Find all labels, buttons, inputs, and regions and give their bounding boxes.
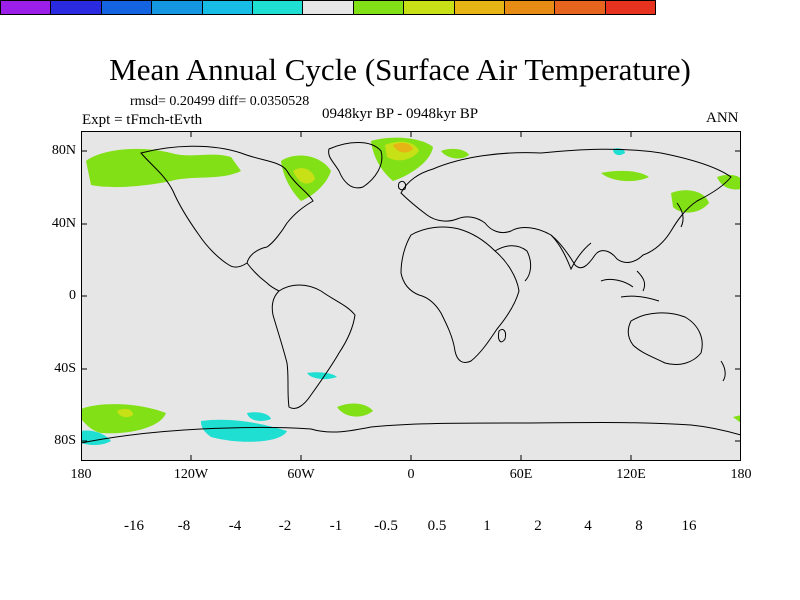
colorbar-swatch <box>303 1 354 14</box>
season-label: ANN <box>706 110 739 126</box>
colorbar-label: 8 <box>635 518 643 534</box>
colorbar-swatch <box>353 1 405 14</box>
lon-label: 180 <box>70 467 92 482</box>
coastline-new-zealand <box>720 360 726 382</box>
chart-title: Mean Annual Cycle (Surface Air Temperatu… <box>109 52 691 87</box>
lon-label: 180 <box>730 467 752 482</box>
experiment-label: Expt = tFmch-tEvth <box>82 112 203 128</box>
colorbar-swatch <box>152 1 203 14</box>
anomaly-patch <box>117 408 133 418</box>
lon-label: 120E <box>616 467 646 482</box>
lat-label: 0 <box>69 288 76 303</box>
colorbar-swatch <box>404 1 455 14</box>
coastlines <box>81 142 741 444</box>
coastline-south-america <box>271 284 356 409</box>
lat-label: 40S <box>54 361 76 376</box>
lat-label: 80S <box>54 433 76 448</box>
world-map <box>81 131 741 461</box>
anomaly-patch <box>307 372 337 380</box>
anomaly-patch <box>733 415 741 423</box>
colorbar-swatch <box>605 1 656 14</box>
stats-text: rmsd= 0.20499 diff= 0.0350528 <box>130 94 310 109</box>
lon-label: 60E <box>509 467 533 482</box>
coastline-north-america <box>140 145 314 268</box>
colorbar-swatch <box>252 1 304 14</box>
colorbar-label: -4 <box>228 518 242 534</box>
coastline-madagascar <box>498 328 506 343</box>
colorbar-label: 0.5 <box>427 518 447 534</box>
lon-label: 0 <box>407 467 415 482</box>
colorbar-label: 2 <box>534 518 542 534</box>
colorbar-label: -2 <box>278 518 292 534</box>
anomaly-patch <box>293 168 315 184</box>
anomaly-patch <box>717 174 741 190</box>
colorbar-swatch <box>555 1 606 14</box>
anomaly-patch <box>201 419 287 442</box>
coastline-africa <box>400 226 520 364</box>
coastline-australia <box>627 312 703 366</box>
coastline-south-asia <box>494 234 592 282</box>
anomaly-patch <box>393 142 413 153</box>
lat-label: 40N <box>51 216 76 231</box>
coastline-central-america <box>246 262 280 292</box>
coastline-japan <box>676 202 684 228</box>
lon-label: 120W <box>173 467 209 482</box>
colorbar-label: -8 <box>177 518 191 534</box>
coastline-britain <box>398 180 406 191</box>
anomaly-patch <box>247 412 271 421</box>
colorbar-swatch <box>51 1 102 14</box>
anomaly-patch <box>337 403 373 417</box>
colorbar-swatch <box>202 1 253 14</box>
colorbar <box>0 0 656 15</box>
colorbar-label: 16 <box>681 518 697 534</box>
colorbar-label: -16 <box>124 518 144 534</box>
lat-label: 80N <box>51 143 76 158</box>
colorbar-swatch <box>454 1 505 14</box>
colorbar-swatch <box>504 1 556 14</box>
coastline-eurasia <box>400 148 732 269</box>
anomaly-patch <box>601 170 649 182</box>
colorbar-label: -1 <box>329 518 343 534</box>
anomaly-patches <box>81 137 741 445</box>
coastline-antarctica <box>81 422 741 444</box>
anomaly-patch <box>86 148 241 188</box>
period-label: 0948kyr BP - 0948kyr BP <box>322 106 479 122</box>
colorbar-swatch <box>101 1 153 14</box>
anomaly-patch <box>441 148 469 159</box>
colorbar-label: 4 <box>584 518 592 534</box>
coastline-maritime-asia <box>600 270 660 302</box>
colorbar-swatch <box>1 1 52 14</box>
colorbar-label: 1 <box>483 518 491 534</box>
anomaly-patch <box>81 404 166 434</box>
map-ticks <box>81 131 741 461</box>
anomaly-patch <box>671 190 709 213</box>
lon-label: 60W <box>287 467 315 482</box>
coastline-greenland <box>328 142 383 189</box>
colorbar-label: -0.5 <box>374 518 398 534</box>
